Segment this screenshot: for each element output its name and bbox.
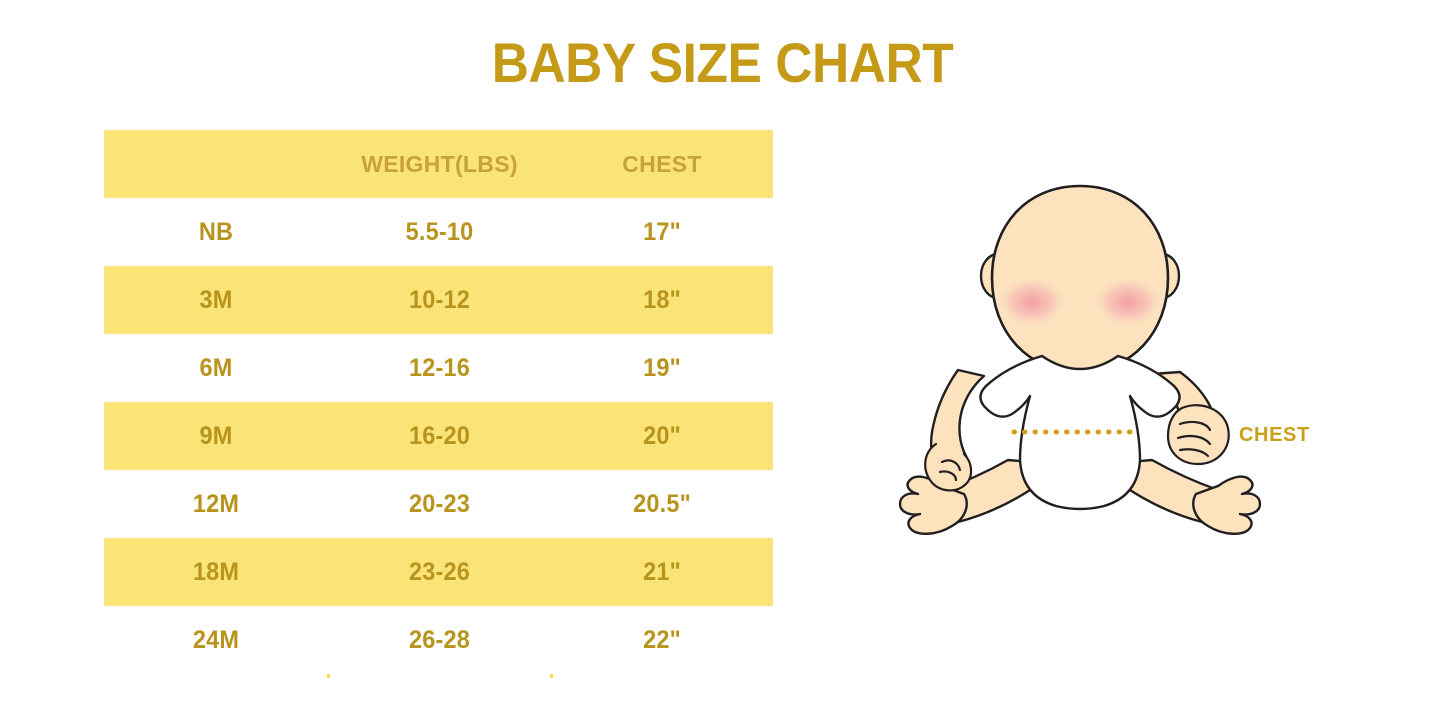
- cell-weight: 26-28: [335, 606, 545, 674]
- cell-size-value: 3M: [199, 285, 233, 314]
- left-blush: [996, 276, 1068, 328]
- cell-size-value: 12M: [192, 489, 240, 518]
- cell-weight: 10-12: [335, 266, 545, 334]
- column-divider-2: [550, 130, 553, 678]
- column-header-chest: CHEST: [622, 150, 702, 177]
- table-header: WEIGHT(LBS) CHEST: [104, 130, 773, 198]
- table-row: 18M 23-26 21": [104, 538, 773, 606]
- baby-illustration: [880, 160, 1280, 600]
- cell-weight-value: 10-12: [408, 285, 471, 314]
- table-body: NB 5.5-10 17" 3M 10-12 18" 6M 12-16 19" …: [104, 198, 773, 674]
- column-header-weight: WEIGHT(LBS): [361, 150, 518, 177]
- cell-size-value: NB: [198, 217, 234, 246]
- table-row: 24M 26-28 22": [104, 606, 773, 674]
- column-divider-1: [327, 130, 330, 678]
- cell-size: 18M: [111, 538, 322, 606]
- right-blush: [1092, 276, 1164, 328]
- cell-chest-value: 21": [643, 557, 681, 586]
- cell-weight: 12-16: [335, 334, 545, 402]
- cell-chest-value: 22": [643, 625, 681, 654]
- cell-size: 3M: [111, 266, 322, 334]
- cell-weight: 5.5-10: [335, 198, 545, 266]
- cell-size: 9M: [111, 402, 322, 470]
- cell-chest: 19": [558, 334, 767, 402]
- onesie: [979, 354, 1181, 511]
- cell-size-value: 9M: [199, 421, 233, 450]
- table-row: 9M 16-20 20": [104, 402, 773, 470]
- table-row: 12M 20-23 20.5": [104, 470, 773, 538]
- cell-size-value: 18M: [192, 557, 240, 586]
- cell-size: NB: [111, 198, 322, 266]
- cell-weight-value: 16-20: [408, 421, 471, 450]
- cell-weight: 20-23: [335, 470, 545, 538]
- cell-chest-value: 20.5": [633, 489, 691, 518]
- cell-size: 24M: [111, 606, 322, 674]
- cell-chest-value: 20": [643, 421, 681, 450]
- cell-chest-value: 19": [643, 353, 681, 382]
- cell-chest: 22": [558, 606, 767, 674]
- cell-weight: 23-26: [335, 538, 545, 606]
- size-table: WEIGHT(LBS) CHEST NB 5.5-10 17" 3M 10-12…: [104, 130, 773, 674]
- cell-weight-value: 26-28: [408, 625, 471, 654]
- cell-chest: 20.5": [558, 470, 767, 538]
- cell-chest-value: 18": [643, 285, 681, 314]
- table-row: 6M 12-16 19": [104, 334, 773, 402]
- cell-size-value: 24M: [192, 625, 240, 654]
- cell-weight-value: 23-26: [408, 557, 471, 586]
- chest-callout-label: CHEST: [1239, 424, 1310, 446]
- left-hand: [924, 442, 973, 492]
- right-fist: [1166, 404, 1230, 466]
- page-title: BABY SIZE CHART: [491, 31, 954, 94]
- cell-chest-value: 17": [643, 217, 681, 246]
- cell-weight-value: 12-16: [408, 353, 471, 382]
- cell-weight-value: 5.5-10: [405, 217, 474, 246]
- cell-weight: 16-20: [335, 402, 545, 470]
- table-row: 3M 10-12 18": [104, 266, 773, 334]
- cell-size: 6M: [111, 334, 322, 402]
- right-foot: [1192, 475, 1262, 535]
- cell-chest: 21": [558, 538, 767, 606]
- cell-chest: 18": [558, 266, 767, 334]
- table-row: NB 5.5-10 17": [104, 198, 773, 266]
- cell-size-value: 6M: [199, 353, 233, 382]
- cell-chest: 17": [558, 198, 767, 266]
- cell-chest: 20": [558, 402, 767, 470]
- cell-weight-value: 20-23: [408, 489, 471, 518]
- cell-size: 12M: [111, 470, 322, 538]
- column-header-size: [104, 130, 328, 198]
- table-header-row: WEIGHT(LBS) CHEST: [104, 130, 773, 198]
